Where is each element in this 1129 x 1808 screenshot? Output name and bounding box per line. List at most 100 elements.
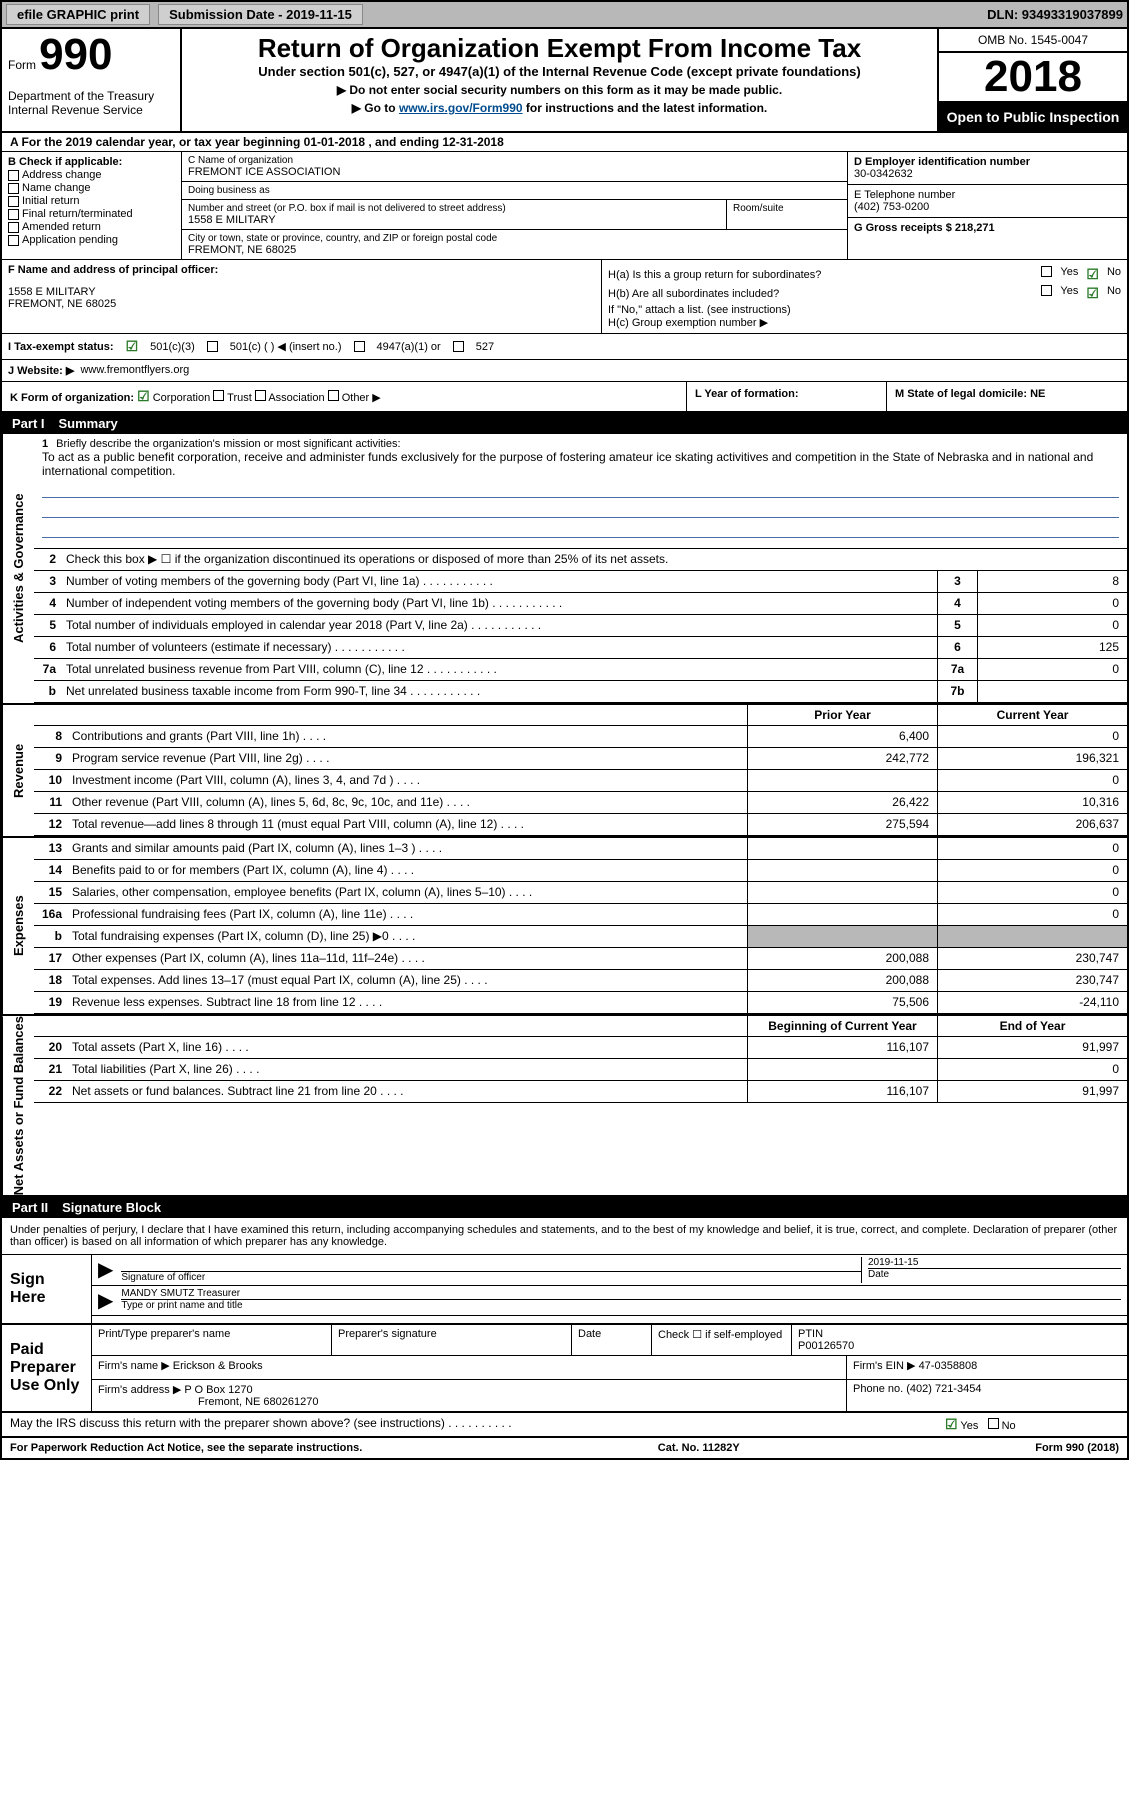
checkbox-icon[interactable] bbox=[255, 390, 266, 401]
paid-preparer-label: Paid Preparer Use Only bbox=[2, 1325, 92, 1411]
checkbox-icon bbox=[8, 222, 19, 233]
checkmark-icon: ☑ bbox=[137, 388, 150, 404]
check-initial-return[interactable]: Initial return bbox=[8, 195, 175, 207]
ein-value: 30-0342632 bbox=[854, 168, 1121, 180]
527-label: 527 bbox=[476, 341, 494, 353]
column-b: B Check if applicable: Address change Na… bbox=[2, 152, 182, 259]
revenue-content: Prior Year Current Year 8 Contributions … bbox=[34, 705, 1127, 836]
row-a-tax-year: A For the 2019 calendar year, or tax yea… bbox=[2, 133, 1127, 152]
discuss-text: May the IRS discuss this return with the… bbox=[2, 1413, 937, 1436]
line-text: Grants and similar amounts paid (Part IX… bbox=[68, 838, 747, 859]
net-content: Beginning of Current Year End of Year 20… bbox=[34, 1016, 1127, 1195]
column-d: D Employer identification number 30-0342… bbox=[847, 152, 1127, 259]
efile-print-button[interactable]: efile GRAPHIC print bbox=[6, 4, 150, 25]
officer-addr1: 1558 E MILITARY bbox=[8, 286, 595, 298]
name-title-label: Type or print name and title bbox=[121, 1299, 1121, 1311]
preparer-row1: Print/Type preparer's name Preparer's si… bbox=[92, 1325, 1127, 1356]
telephone-box: E Telephone number (402) 753-0200 bbox=[848, 185, 1127, 218]
checkbox-icon[interactable] bbox=[328, 390, 339, 401]
checkbox-icon[interactable] bbox=[207, 341, 218, 352]
form-number: 990 bbox=[39, 30, 112, 79]
line-text: Program service revenue (Part VIII, line… bbox=[68, 748, 747, 769]
checkbox-icon[interactable] bbox=[453, 341, 464, 352]
checkbox-icon bbox=[8, 196, 19, 207]
checkmark-icon: ☑ bbox=[1086, 285, 1099, 302]
arrow-icon: ▶ bbox=[98, 1288, 113, 1313]
line-b: b Net unrelated business taxable income … bbox=[34, 681, 1127, 703]
sign-here-label: Sign Here bbox=[2, 1255, 92, 1323]
line-box: 3 bbox=[937, 571, 977, 592]
current-year-value: 0 bbox=[937, 726, 1127, 747]
officer-label: F Name and address of principal officer: bbox=[8, 264, 595, 276]
ptin-value: P00126570 bbox=[798, 1340, 1121, 1352]
irs-link[interactable]: www.irs.gov/Form990 bbox=[399, 101, 523, 115]
part1-header: Part I Summary bbox=[2, 413, 1127, 434]
checkmark-icon: ☑ bbox=[1086, 266, 1099, 283]
header-mid: Return of Organization Exempt From Incom… bbox=[182, 29, 937, 131]
open-public: Open to Public Inspection bbox=[939, 103, 1127, 131]
assoc-label: Association bbox=[268, 392, 324, 404]
line-num: 18 bbox=[34, 970, 68, 991]
check-name-change[interactable]: Name change bbox=[8, 182, 175, 194]
preparer-row3: Firm's address ▶ P O Box 1270 Fremont, N… bbox=[92, 1380, 1127, 1411]
preparer-fields: Print/Type preparer's name Preparer's si… bbox=[92, 1325, 1127, 1411]
column-k: K Form of organization: ☑ Corporation Tr… bbox=[2, 382, 687, 411]
line-text: Investment income (Part VIII, column (A)… bbox=[68, 770, 747, 791]
checkbox-icon[interactable] bbox=[988, 1418, 999, 1429]
prior-year-header: Prior Year bbox=[747, 705, 937, 725]
checkbox-icon bbox=[8, 209, 19, 220]
prior-year-value bbox=[747, 770, 937, 791]
org-name-box: C Name of organization FREMONT ICE ASSOC… bbox=[182, 152, 847, 182]
q2-num: 2 bbox=[34, 549, 62, 570]
check-label: Initial return bbox=[22, 195, 79, 207]
instruction-2: ▶ Go to www.irs.gov/Form990 for instruct… bbox=[190, 101, 929, 115]
current-year-value: 230,747 bbox=[937, 970, 1127, 991]
q1-label: Briefly describe the organization's miss… bbox=[56, 438, 400, 450]
line-num: 3 bbox=[34, 571, 62, 592]
tel-value: (402) 753-0200 bbox=[854, 201, 1121, 213]
checkbox-icon[interactable] bbox=[1041, 285, 1052, 296]
line-14: 14 Benefits paid to or for members (Part… bbox=[34, 860, 1127, 882]
section-fh: F Name and address of principal officer:… bbox=[2, 260, 1127, 334]
line-num: 8 bbox=[34, 726, 68, 747]
preparer-row2: Firm's name ▶ Erickson & Brooks Firm's E… bbox=[92, 1356, 1127, 1380]
tel-label: E Telephone number bbox=[854, 189, 1121, 201]
line-box: 7a bbox=[937, 659, 977, 680]
department: Department of the Treasury Internal Reve… bbox=[8, 89, 174, 117]
officer-signature-field[interactable]: Signature of officer bbox=[121, 1257, 861, 1283]
current-year-value: -24,110 bbox=[937, 992, 1127, 1013]
current-year-value: 206,637 bbox=[937, 814, 1127, 835]
checkbox-icon[interactable] bbox=[1041, 266, 1052, 277]
line-17: 17 Other expenses (Part IX, column (A), … bbox=[34, 948, 1127, 970]
column-m: M State of legal domicile: NE bbox=[887, 382, 1127, 411]
line-text: Salaries, other compensation, employee b… bbox=[68, 882, 747, 903]
firm-phone-cell: Phone no. (402) 721-3454 bbox=[847, 1380, 1127, 1411]
prep-date-label: Date bbox=[572, 1325, 652, 1355]
line-text: Contributions and grants (Part VIII, lin… bbox=[68, 726, 747, 747]
revenue-side-label: Revenue bbox=[2, 705, 34, 836]
column-f: F Name and address of principal officer:… bbox=[2, 260, 602, 333]
sig-date-field: 2019-11-15 Date bbox=[861, 1257, 1121, 1283]
checkbox-icon[interactable] bbox=[354, 341, 365, 352]
mission-text: To act as a public benefit corporation, … bbox=[42, 450, 1119, 478]
check-final-return[interactable]: Final return/terminated bbox=[8, 208, 175, 220]
dln: DLN: 93493319037899 bbox=[987, 7, 1123, 22]
line-text: Total revenue—add lines 8 through 11 (mu… bbox=[68, 814, 747, 835]
self-employed-check[interactable]: Check ☐ if self-employed bbox=[652, 1325, 792, 1355]
prior-year-value bbox=[747, 926, 937, 947]
current-year-value: 91,997 bbox=[937, 1081, 1127, 1102]
check-amended-return[interactable]: Amended return bbox=[8, 221, 175, 233]
line-box: 6 bbox=[937, 637, 977, 658]
street-value: 1558 E MILITARY bbox=[188, 214, 720, 226]
check-label: Final return/terminated bbox=[22, 208, 133, 220]
checkbox-icon[interactable] bbox=[213, 390, 224, 401]
spacer bbox=[34, 705, 747, 725]
q2-row: 2 Check this box ▶ ☐ if the organization… bbox=[34, 549, 1127, 571]
no-label: No bbox=[1107, 285, 1121, 302]
city-value: FREMONT, NE 68025 bbox=[188, 244, 841, 256]
firm-addr-label: Firm's address ▶ bbox=[98, 1384, 181, 1396]
state-domicile: M State of legal domicile: NE bbox=[895, 388, 1045, 400]
check-application-pending[interactable]: Application pending bbox=[8, 234, 175, 246]
check-address-change[interactable]: Address change bbox=[8, 169, 175, 181]
prior-year-value: 6,400 bbox=[747, 726, 937, 747]
